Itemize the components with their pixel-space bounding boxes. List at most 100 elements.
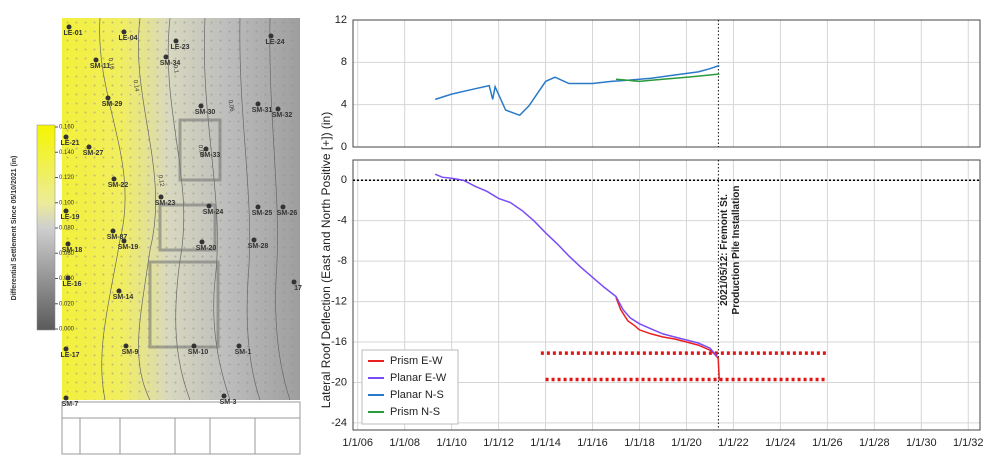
survey-point [199,239,205,245]
y-tick-label: 4 [341,99,347,111]
survey-point [255,204,261,210]
survey-point [191,343,197,349]
x-tick-label: 1/1/12 [483,437,514,449]
y-tick-label: 0 [341,141,347,153]
y-tick-label: 8 [341,56,347,68]
point-label: SM-31 [252,107,273,114]
survey-point [251,237,257,243]
structure-drawing [61,401,301,455]
contour-label: 0.1 [171,65,178,75]
survey-point [105,95,111,101]
survey-point [111,176,117,182]
x-tick-label: 1/1/08 [389,437,420,449]
point-label: LE-19 [60,214,79,221]
survey-point [203,146,209,152]
point-label: SM-22 [108,182,129,189]
contours [99,17,291,401]
survey-point [66,24,72,30]
plot-frame [352,19,981,148]
x-tick-label: 1/1/06 [342,437,373,449]
y-tick-label: -12 [331,295,347,307]
x-tick-label: 1/1/20 [671,437,702,449]
point-label: SM-30 [195,109,216,116]
survey-point [268,33,274,39]
point-label: LE-21 [60,140,79,147]
colorbar-tick-label: 0.100 [59,200,75,206]
point-label: SM-20 [196,245,217,252]
contour-label: 0.14 [131,80,139,93]
survey-point [121,29,127,35]
event-label: Production Pile Installation [731,186,742,315]
event-label: 2021/05/12: Fremont St. [719,194,730,306]
y-tick-label: 0 [341,174,347,186]
survey-point [280,204,286,210]
survey-point [86,144,92,150]
point-label: SM-23 [155,200,176,207]
plot-area [353,20,980,147]
y-tick-label: -24 [331,417,347,429]
point-label: SM-32 [272,112,293,119]
colorbar-tick-label: 0.160 [59,125,75,131]
colorbar-tick-label: 0.020 [59,301,75,307]
contour-label: 0.08 [196,145,204,158]
survey-point [63,134,69,140]
survey-point [65,275,71,281]
point-label: SM-1 [235,349,252,356]
point-label: SM-19 [118,244,139,251]
contour-label: 0.16 [106,58,114,71]
survey-point [65,241,71,247]
x-tick-label: 1/1/16 [577,437,608,449]
y-tick-label: -20 [331,376,347,388]
survey-point [63,395,69,401]
point-label: SM-33 [200,152,221,159]
x-tick-label: 1/1/22 [718,437,749,449]
legend-label: Prism E-W [390,355,443,367]
point-label: SM-27 [83,150,104,157]
point-label: SM-87 [107,234,128,241]
x-tick-label: 1/1/30 [906,437,937,449]
y-tick-label: -16 [331,336,347,348]
point-label: LE-24 [265,39,284,46]
survey-point [206,203,212,209]
x-tick-label: 1/1/14 [530,437,561,449]
survey-point [116,288,122,294]
colorbar-tick-label: 0.000 [59,327,75,333]
point-label: SM-10 [188,349,209,356]
survey-point [121,238,127,244]
point-label: SM-28 [248,243,269,250]
series-line [434,173,718,357]
contour-label: 0.12 [156,175,164,188]
survey-point [158,194,164,200]
x-tick-label: 1/1/32 [953,437,984,449]
map-grid [62,18,300,400]
survey-point [236,343,242,349]
point-label: SM-25 [252,210,273,217]
colorbar-tick-label: 0.080 [59,226,75,232]
point-label: LE-16 [62,281,81,288]
point-label: SM-7 [62,401,79,408]
point-label: 17 [294,285,302,292]
y-tick-label: 12 [335,14,347,26]
y-tick-label: -8 [337,255,347,267]
point-label: SM-26 [277,210,298,217]
survey-point [123,343,129,349]
series-line [615,73,720,83]
survey-point [110,228,116,234]
survey-point [93,57,99,63]
point-label: SM-11 [90,63,110,70]
point-label: SM-34 [160,60,181,67]
survey-point [221,393,227,399]
survey-point [163,54,169,60]
x-tick-label: 1/1/18 [624,437,655,449]
legend-label: Planar E-W [390,372,447,384]
legend-label: Prism N-S [390,406,440,418]
survey-point [275,106,281,112]
series-line [434,64,720,117]
point-label: SM-14 [113,294,134,301]
colorbar-tick-label: 0.060 [59,251,75,257]
survey-point [63,346,69,352]
colorbar-label: Differential Settlement Since 05/10/2021… [11,156,18,301]
x-tick-label: 1/1/28 [859,437,890,449]
point-label: SM-29 [102,101,123,108]
